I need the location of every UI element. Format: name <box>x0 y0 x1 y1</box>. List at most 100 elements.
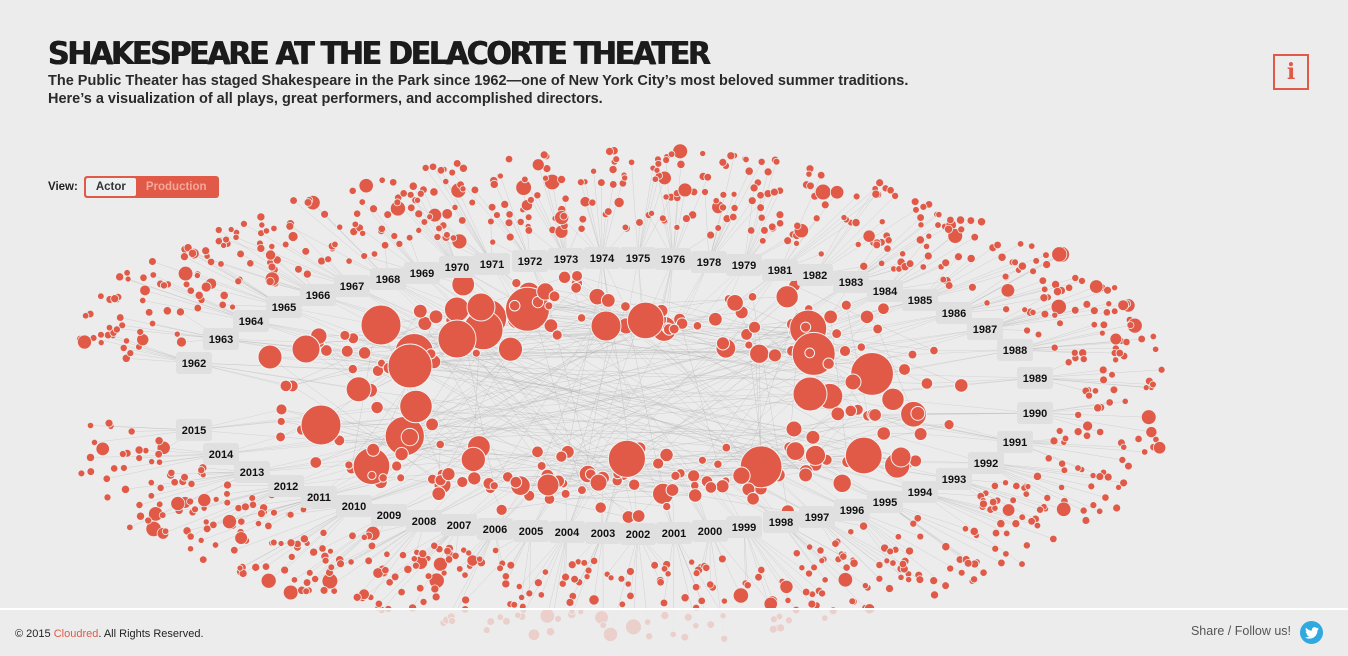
actor-node[interactable] <box>337 224 343 230</box>
actor-node[interactable] <box>1019 561 1026 568</box>
actor-node[interactable] <box>885 584 893 592</box>
actor-node[interactable] <box>910 520 917 527</box>
production-node[interactable] <box>908 350 917 359</box>
actor-node[interactable] <box>422 164 429 171</box>
production-node[interactable] <box>341 345 353 357</box>
production-node[interactable] <box>805 348 815 358</box>
actor-node[interactable] <box>1122 398 1128 404</box>
actor-node[interactable] <box>241 503 249 511</box>
production-node[interactable] <box>413 304 427 318</box>
actor-node[interactable] <box>1061 467 1068 474</box>
actor-node[interactable] <box>1110 333 1122 345</box>
actor-node[interactable] <box>265 250 275 260</box>
actor-node[interactable] <box>1034 522 1041 529</box>
actor-node[interactable] <box>527 196 534 203</box>
production-node[interactable] <box>392 461 402 471</box>
actor-node[interactable] <box>887 187 894 194</box>
actor-node[interactable] <box>622 224 629 231</box>
actor-node[interactable] <box>884 558 890 564</box>
actor-node[interactable] <box>471 186 479 194</box>
actor-node[interactable] <box>187 498 194 505</box>
year-label[interactable]: 1964 <box>233 310 269 332</box>
actor-node[interactable] <box>838 572 853 587</box>
year-label[interactable]: 2000 <box>692 520 728 542</box>
actor-node[interactable] <box>412 562 419 569</box>
actor-node[interactable] <box>287 539 295 547</box>
actor-node[interactable] <box>178 266 193 281</box>
actor-node[interactable] <box>1083 300 1091 308</box>
production-node[interactable] <box>436 440 445 449</box>
actor-node[interactable] <box>942 259 950 267</box>
actor-node[interactable] <box>249 501 256 508</box>
actor-node[interactable] <box>156 459 162 465</box>
actor-node[interactable] <box>224 490 231 497</box>
actor-node[interactable] <box>230 304 236 310</box>
actor-node[interactable] <box>906 260 914 268</box>
actor-node[interactable] <box>609 181 617 189</box>
actor-node[interactable] <box>458 217 466 225</box>
actor-node[interactable] <box>384 211 392 219</box>
actor-node[interactable] <box>1041 286 1048 293</box>
year-label[interactable]: 1991 <box>997 431 1033 453</box>
actor-node[interactable] <box>876 179 884 187</box>
actor-node[interactable] <box>203 525 211 533</box>
actor-node[interactable] <box>379 177 385 183</box>
actor-node[interactable] <box>1036 506 1043 513</box>
actor-node[interactable] <box>802 588 810 596</box>
actor-node[interactable] <box>319 545 326 552</box>
actor-node[interactable] <box>1090 502 1097 509</box>
actor-node[interactable] <box>860 262 868 270</box>
actor-node[interactable] <box>311 575 318 582</box>
production-node[interactable] <box>911 406 925 420</box>
year-label[interactable]: 1988 <box>997 339 1033 361</box>
actor-node[interactable] <box>566 598 574 606</box>
actor-node[interactable] <box>534 192 541 199</box>
actor-node[interactable] <box>466 550 472 556</box>
production-node[interactable] <box>805 445 825 465</box>
actor-node[interactable] <box>970 527 978 535</box>
actor-node[interactable] <box>382 566 389 573</box>
actor-node[interactable] <box>77 335 91 349</box>
production-node[interactable] <box>733 467 750 484</box>
actor-node[interactable] <box>159 512 166 519</box>
actor-node[interactable] <box>648 210 654 216</box>
actor-node[interactable] <box>371 251 377 257</box>
actor-node[interactable] <box>399 551 406 558</box>
actor-node[interactable] <box>613 156 620 163</box>
production-node[interactable] <box>401 428 418 445</box>
actor-node[interactable] <box>721 598 727 604</box>
actor-node[interactable] <box>318 257 326 265</box>
actor-node[interactable] <box>956 216 964 224</box>
year-label[interactable]: 2009 <box>371 504 407 526</box>
actor-node[interactable] <box>817 547 824 554</box>
actor-node[interactable] <box>918 222 924 228</box>
actor-node[interactable] <box>589 595 599 605</box>
actor-node[interactable] <box>139 297 146 304</box>
actor-node[interactable] <box>534 579 542 587</box>
actor-node[interactable] <box>163 307 171 315</box>
production-node[interactable] <box>722 443 731 452</box>
year-label[interactable]: 1965 <box>266 296 302 318</box>
production-node[interactable] <box>346 377 371 402</box>
actor-node[interactable] <box>942 582 950 590</box>
actor-node[interactable] <box>733 588 748 603</box>
actor-node[interactable] <box>278 540 284 546</box>
actor-node[interactable] <box>290 197 298 205</box>
actor-node[interactable] <box>127 524 134 531</box>
actor-node[interactable] <box>1123 338 1130 345</box>
production-node[interactable] <box>608 440 645 477</box>
actor-node[interactable] <box>591 168 597 174</box>
actor-node[interactable] <box>327 548 333 554</box>
actor-node[interactable] <box>220 291 228 299</box>
actor-node[interactable] <box>577 179 584 186</box>
actor-node[interactable] <box>441 570 447 576</box>
production-node[interactable] <box>577 486 586 495</box>
actor-node[interactable] <box>859 522 867 530</box>
actor-node[interactable] <box>1013 482 1021 490</box>
production-node[interactable] <box>572 270 583 281</box>
actor-node[interactable] <box>192 506 199 513</box>
production-node[interactable] <box>371 401 383 413</box>
actor-node[interactable] <box>469 199 476 206</box>
production-node[interactable] <box>748 293 757 302</box>
production-node[interactable] <box>716 337 729 350</box>
